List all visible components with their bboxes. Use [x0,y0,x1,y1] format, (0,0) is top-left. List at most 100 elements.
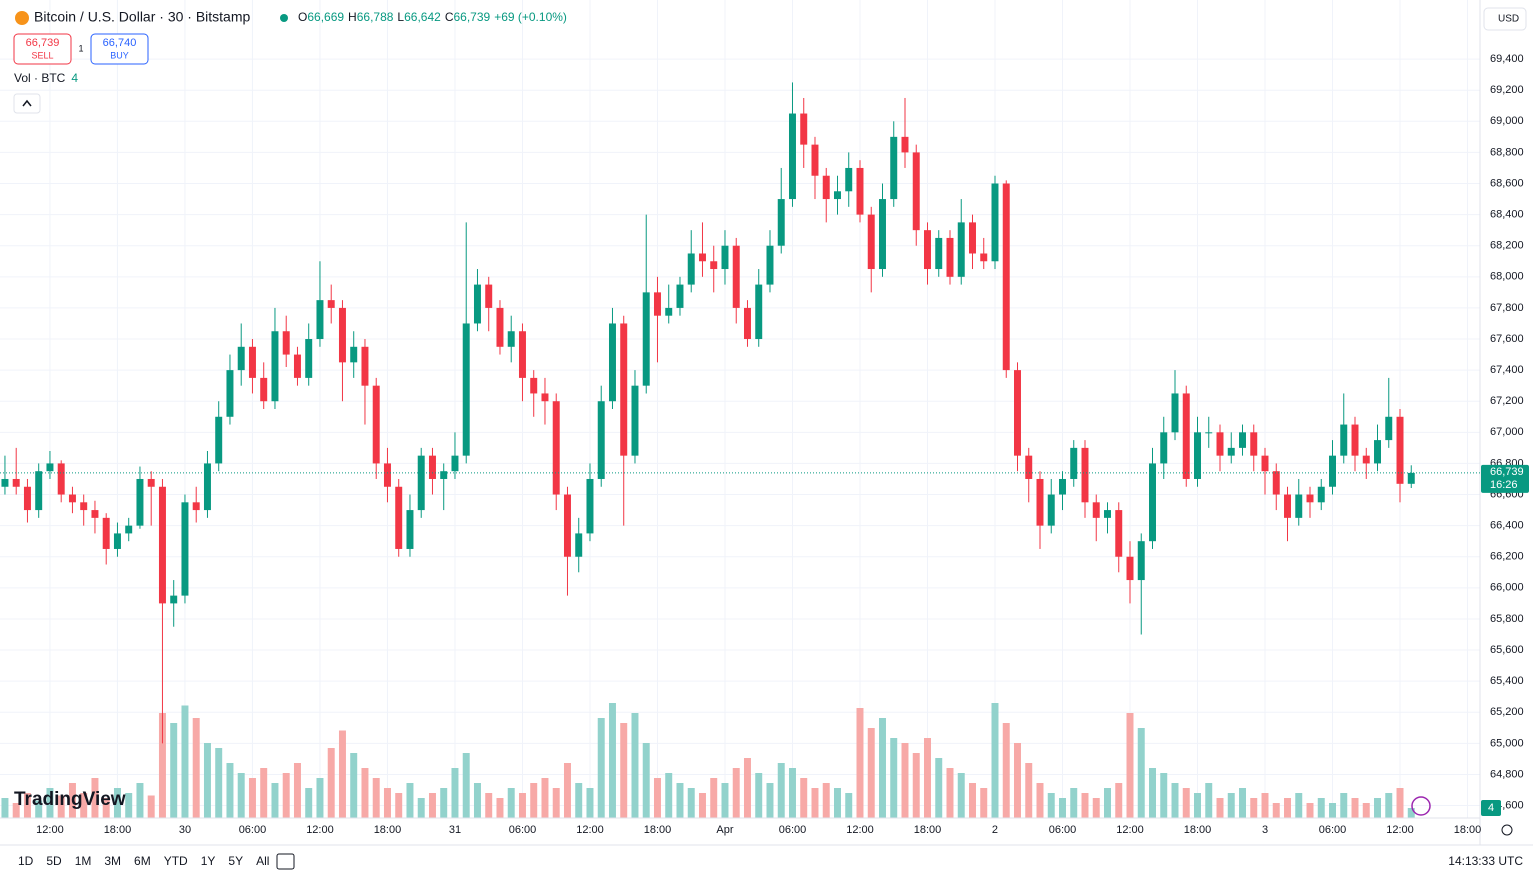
volume-bar [743,758,751,818]
alert-icon[interactable] [1411,796,1431,816]
volume-bar [732,768,740,818]
candle-body [777,199,785,246]
x-tick-label: 18:00 [914,824,942,836]
volume-bar [1205,783,1213,818]
collapse-button[interactable] [13,93,41,114]
date-range-icon[interactable] [276,853,295,870]
volume-bar [1396,788,1404,818]
candle-body [924,230,931,270]
x-tick-label: 12:00 [576,824,604,836]
candle-body [653,292,661,316]
volume-bar [856,708,864,818]
volume-bar [766,783,774,818]
volume-bar [451,768,459,818]
candle-body [158,486,166,604]
volume-bar [608,703,616,818]
candle-body [1205,432,1213,434]
volume-bar [428,793,436,818]
volume-bar [710,778,718,818]
volume-bar [845,793,853,818]
candle-body [890,136,898,200]
x-tick-label: 18:00 [374,824,402,836]
volume-bar [1149,768,1156,818]
volume-bar [901,743,909,818]
candle-body [1351,424,1359,456]
x-tick-label: 12:00 [1386,824,1414,836]
volume-bar [957,773,965,818]
volume-bar [496,798,504,818]
candle-body [1,478,9,487]
volume-bar [1025,763,1033,818]
candle-body [237,346,245,371]
y-tick-label: 68,200 [1490,240,1524,252]
candle-body [721,245,729,270]
volume-bar [620,723,628,818]
volume-bar [350,753,358,818]
range-button[interactable]: 6M [134,854,151,868]
candle-body [293,354,301,378]
candle-body [1216,432,1224,456]
volume-bar [462,753,470,818]
buy-label: BUY [110,50,129,60]
buy-button[interactable] [90,33,149,65]
candle-body [1362,455,1370,464]
range-button[interactable]: 1Y [201,854,216,868]
candle-body [1306,494,1314,503]
volume-bar [665,773,673,818]
candle-body [620,323,628,456]
range-button[interactable]: 3M [104,854,121,868]
candle-body [845,167,853,192]
volume-bar [924,738,931,818]
volume-bar [800,778,808,818]
range-button[interactable]: YTD [164,854,188,868]
volume-bar [563,763,571,818]
candle-body [732,245,740,308]
countdown: 16:26 [1490,479,1518,491]
volume-bar [237,773,245,818]
range-button[interactable]: 1D [18,854,34,868]
candle-body [1261,455,1269,472]
volume-bar [305,788,313,818]
range-button[interactable]: All [256,854,269,868]
volume-bar [811,788,819,818]
volume-bar [822,783,830,818]
volume-bar [890,738,898,818]
sell-button[interactable] [13,33,72,65]
plot [0,0,1480,818]
volume-bar [507,788,515,818]
volume-bar [1092,798,1100,818]
volume-bar [80,793,88,818]
volume-bar [1182,788,1190,818]
candle-body [1047,494,1055,526]
settings-icon[interactable] [1501,824,1513,836]
volume-bar [935,758,943,818]
candle-body [575,533,583,557]
candle-body [1374,440,1381,464]
candle-body [1025,455,1033,479]
currency-button[interactable] [1483,7,1527,31]
volume-bar [147,795,155,818]
candle-body [1092,502,1100,518]
x-tick-label: 12:00 [1116,824,1144,836]
h-value: 66,788 [357,10,394,24]
l-value: 66,642 [404,10,441,24]
range-bar: 1D 5D 1M 3M 6M YTD 1Y 5Y All [18,854,269,868]
candle-body [215,416,223,464]
range-button[interactable]: 5D [46,854,62,868]
candle-body [1137,541,1145,581]
candle-body [361,346,369,386]
candle-body [1059,478,1066,495]
candle-body [248,346,256,378]
candle-body [350,346,358,363]
change: +69 (+0.10%) [494,10,567,24]
candle-body [1284,494,1291,518]
volume-bar [440,788,448,818]
candle-body [80,502,88,511]
candle-body [1227,447,1235,456]
y-tick-label: 65,400 [1490,675,1524,687]
range-button[interactable]: 5Y [228,854,243,868]
range-button[interactable]: 1M [75,854,92,868]
candle-body [991,183,999,262]
x-tick-label: 18:00 [1184,824,1212,836]
candle-body [530,377,538,394]
